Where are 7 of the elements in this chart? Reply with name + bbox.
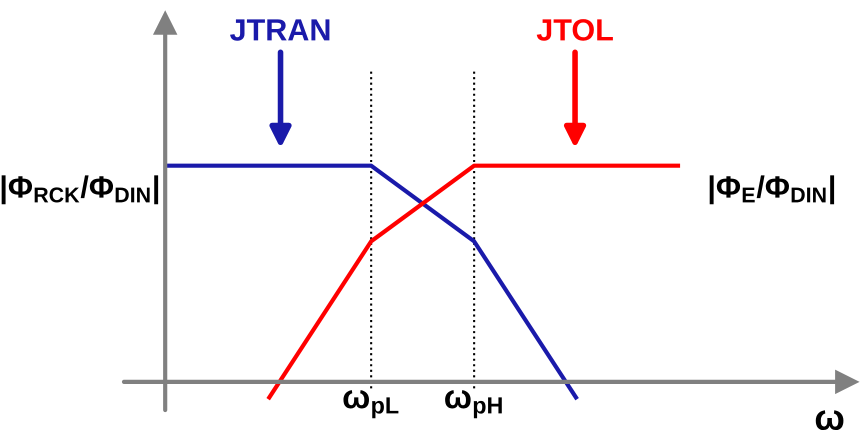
text: JTOL [536, 19, 613, 41]
x-axis-title: ω [816, 410, 844, 430]
text: JTRAN [230, 19, 330, 41]
y2-axis-title: |Φ$_{E}$/Φ$_{DIN}$| [710, 175, 834, 204]
x-tick-label: ω$_{pH}$ [445, 390, 502, 418]
y-axis-title: |Φ$_{RCK}$/Φ$_{DIN}$| [2, 175, 158, 204]
x-tick-label: ω$_{pL}$ [343, 390, 398, 418]
